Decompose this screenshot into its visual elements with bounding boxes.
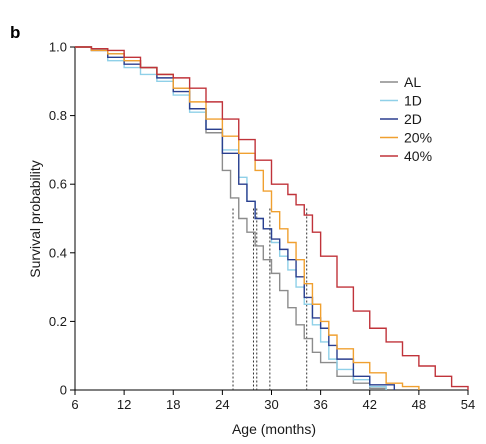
series-line-2d	[75, 46, 396, 390]
y-tick-label: 0.8	[49, 108, 67, 123]
x-tick-label: 18	[166, 397, 180, 412]
x-tick-label: 12	[117, 397, 131, 412]
x-tick-label: 54	[461, 397, 475, 412]
series-line-40pct	[75, 46, 469, 390]
x-tick-label: 48	[412, 397, 426, 412]
axes: 6 12 18 24 30 36 42 48 54 0 0.2 0.4 0.6 0.8 1.0	[49, 40, 475, 413]
x-axis-title: Age (months)	[232, 421, 316, 437]
x-tick-label: 36	[313, 397, 327, 412]
legend-label: AL	[404, 74, 421, 90]
y-tick-label: 0	[60, 383, 67, 398]
x-tick-label: 24	[215, 397, 229, 412]
y-tick-label: 0.4	[49, 245, 67, 260]
x-tick-label: 30	[264, 397, 278, 412]
legend-label: 1D	[404, 93, 422, 109]
legend-label: 40%	[404, 148, 432, 164]
series-line-al	[75, 46, 387, 390]
panel-label: b	[10, 23, 20, 42]
x-tick-label: 42	[363, 397, 377, 412]
median-reference-lines	[232, 208, 308, 390]
legend-label: 20%	[404, 130, 432, 146]
y-tick-label: 1.0	[49, 40, 67, 55]
series-line-1d	[75, 46, 387, 390]
x-tick-label: 6	[71, 397, 78, 412]
y-axis-title: Survival probability	[27, 160, 43, 278]
y-tick-label: 0.6	[49, 177, 67, 192]
legend-label: 2D	[404, 111, 422, 127]
legend: AL 1D 2D 20% 40%	[380, 74, 432, 164]
y-tick-label: 0.2	[49, 314, 67, 329]
series-lines	[75, 46, 469, 390]
